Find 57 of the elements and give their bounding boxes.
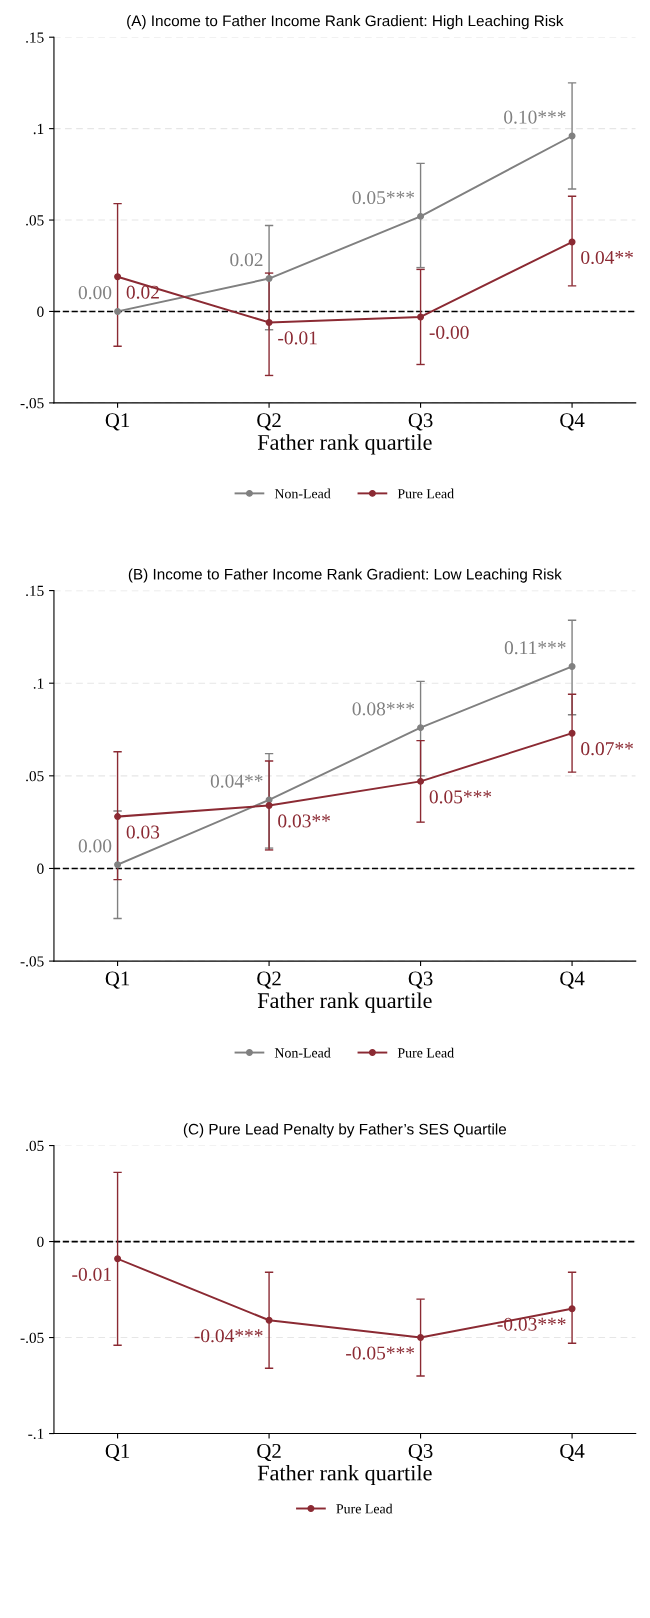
- chart-title: (C) Pure Lead Penalty by Father’s SES Quartile: [183, 1123, 507, 1138]
- x-tick-label: Q4: [560, 1443, 585, 1462]
- y-tick-label: .15: [26, 585, 44, 597]
- data-label: -0.01: [72, 1267, 111, 1281]
- x-tick-label: Q2: [257, 413, 281, 431]
- x-tick-label: Q4: [560, 413, 585, 431]
- chart-title: (A) Income to Father Income Rank Gradient: High Leaching Risk: [127, 15, 564, 30]
- x-tick-label: Q1: [105, 1443, 130, 1462]
- data-label: 0.11***: [504, 641, 566, 655]
- data-label: 0.04**: [210, 774, 263, 788]
- x-tick-label: Q3: [408, 1443, 433, 1462]
- y-tick-label: .05: [26, 1140, 44, 1152]
- data-label: -0.01: [278, 331, 317, 345]
- legend-label: Pure Lead: [397, 1047, 454, 1058]
- y-tick-label: .1: [33, 678, 44, 689]
- legend-label: Pure Lead: [336, 1503, 393, 1514]
- data-label: 0.04**: [581, 250, 633, 265]
- data-label: 0.02: [126, 285, 159, 299]
- legend-label: Non-Lead: [274, 488, 331, 499]
- x-tick-label: Q2: [257, 971, 281, 989]
- x-tick-label: Q2: [257, 1443, 281, 1462]
- data-label: -0.03***: [497, 1317, 566, 1331]
- y-tick-label: -.1: [28, 1428, 44, 1440]
- y-tick-label: .15: [26, 32, 44, 43]
- y-tick-label: 0: [37, 863, 44, 874]
- x-tick-label: Q3: [408, 971, 433, 989]
- data-label: -0.05***: [346, 1346, 415, 1360]
- data-label: -0.04***: [194, 1329, 263, 1343]
- x-tick-label: Q1: [105, 971, 130, 989]
- y-tick-label: 0: [37, 1236, 44, 1247]
- data-label: 0.05***: [352, 190, 415, 205]
- y-tick-label: -.05: [20, 956, 44, 967]
- data-label: 0.03**: [278, 814, 330, 828]
- data-label: 0.00: [78, 286, 112, 300]
- legend-label: Pure Lead: [397, 488, 454, 499]
- y-tick-label: .05: [26, 770, 44, 782]
- x-axis-title: Father rank quartile: [257, 434, 432, 455]
- data-label: 0.08***: [352, 702, 415, 716]
- data-label: 0.10***: [504, 110, 566, 124]
- data-label: 0.07**: [581, 742, 633, 756]
- y-tick-label: .1: [33, 123, 44, 135]
- x-axis-title: Father rank quartile: [257, 1464, 432, 1486]
- y-tick-label: .05: [26, 215, 44, 226]
- x-tick-label: Q1: [105, 413, 130, 431]
- y-tick-label: 0: [37, 306, 44, 317]
- chart-title: (B) Income to Father Income Rank Gradient: Low Leaching Risk: [128, 568, 562, 583]
- x-tick-label: Q4: [560, 971, 585, 989]
- y-tick-label: -.05: [20, 398, 44, 409]
- x-tick-label: Q3: [408, 413, 433, 431]
- x-axis-title: Father rank quartile: [257, 992, 432, 1013]
- data-label: 0.05***: [429, 790, 492, 804]
- data-label: 0.00: [78, 839, 112, 853]
- legend-label: Non-Lead: [274, 1047, 331, 1058]
- data-label: 0.02: [230, 253, 263, 267]
- y-tick-label: -.05: [20, 1332, 44, 1344]
- data-label: 0.03: [126, 825, 160, 839]
- data-label: -0.00: [429, 325, 469, 340]
